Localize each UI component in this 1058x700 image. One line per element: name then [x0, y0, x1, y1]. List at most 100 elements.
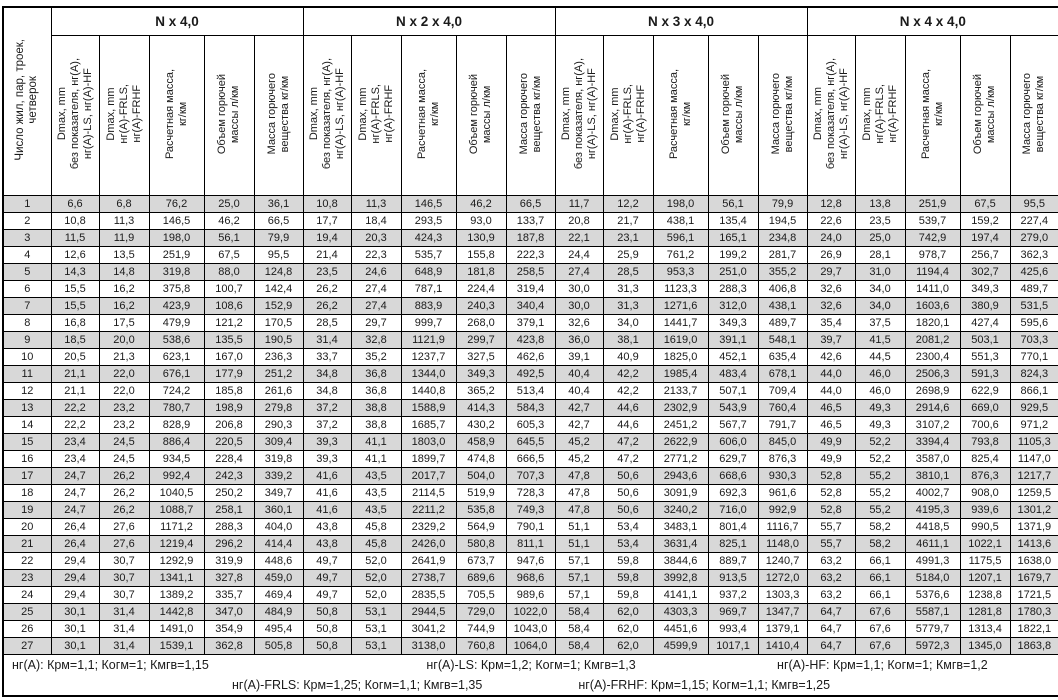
value-cell: 596,1 [652, 229, 709, 247]
value-cell: 1638,0 [1009, 552, 1058, 570]
value-cell: 12,6 [50, 246, 100, 264]
value-cell: 3091,9 [652, 484, 709, 502]
row-number: 21 [2, 535, 52, 553]
row-header-label: Число жил, пар, троек, четверок [14, 39, 40, 161]
column-header-label: Объем горючей массы л/км [720, 73, 746, 155]
value-cell: 495,4 [253, 620, 304, 638]
value-cell: 63,2 [806, 569, 856, 587]
value-cell: 23,5 [302, 263, 352, 281]
value-cell: 1371,9 [1009, 518, 1058, 536]
value-cell: 16,2 [98, 297, 150, 315]
value-cell: 52,8 [806, 501, 856, 519]
value-cell: 3631,4 [652, 535, 709, 553]
value-cell: 929,5 [1009, 399, 1058, 417]
value-cell: 146,5 [400, 195, 457, 213]
value-cell: 458,9 [455, 433, 507, 451]
value-cell: 668,6 [707, 467, 759, 485]
value-cell: 36,8 [350, 382, 402, 400]
value-cell: 279,0 [1009, 229, 1058, 247]
value-cell: 26,4 [50, 535, 100, 553]
coefficient-note: нг(А)-HF: Крм=1,1; Когм=1; Кмгв=1,2 [777, 658, 988, 672]
value-cell: 27,6 [98, 518, 150, 536]
column-header-label: Масса горючего вещества кг/км [769, 73, 795, 155]
value-cell: 51,1 [554, 535, 604, 553]
row-number: 15 [2, 433, 52, 451]
row-number: 17 [2, 467, 52, 485]
column-header-fuel-volume: Объем горючей массы л/км [203, 35, 255, 196]
value-cell: 2426,0 [400, 535, 457, 553]
value-cell: 55,2 [854, 467, 906, 485]
value-cell: 5972,3 [904, 637, 961, 655]
value-cell: 513,4 [505, 382, 556, 400]
table-row: 20 26,4 27,6 1171,2 288,3 404,0 43,8 45,8 2329,2… [2, 518, 1058, 536]
value-cell: 20,0 [98, 331, 150, 349]
value-cell: 34,8 [302, 382, 352, 400]
value-cell: 961,6 [757, 484, 808, 502]
value-cell: 18,5 [50, 331, 100, 349]
value-cell: 55,7 [806, 535, 856, 553]
value-cell: 17,7 [302, 212, 352, 230]
value-cell: 828,9 [148, 416, 205, 434]
value-cell: 258,5 [505, 263, 556, 281]
value-cell: 133,7 [505, 212, 556, 230]
value-cell: 535,8 [455, 501, 507, 519]
column-header-dmax-plain: Dmax, mm без показателя, нг(А), нг(А)-LS… [554, 35, 604, 196]
value-cell: 33,7 [302, 348, 352, 366]
table-row: 10 20,5 21,3 623,1 167,0 236,3 33,7 35,2 1237,7 3… [2, 348, 1058, 366]
value-cell: 1347,7 [757, 603, 808, 621]
value-cell: 42,7 [554, 416, 604, 434]
column-header-label: Объем горючей массы л/км [972, 73, 998, 155]
value-cell: 39,7 [806, 331, 856, 349]
coefficient-note: нг(А)-FRHF: Крм=1,15; Когм=1,1; Кмгв=1,2… [578, 678, 831, 692]
value-cell: 4599,9 [652, 637, 709, 655]
value-cell: 380,9 [959, 297, 1011, 315]
value-cell: 43,5 [350, 467, 402, 485]
value-cell: 448,6 [253, 552, 304, 570]
value-cell: 29,4 [50, 586, 100, 604]
value-cell: 250,2 [203, 484, 255, 502]
value-cell: 58,2 [854, 518, 906, 536]
value-cell: 1389,2 [148, 586, 205, 604]
value-cell: 2698,9 [904, 382, 961, 400]
value-cell: 1491,0 [148, 620, 205, 638]
group-title-nx3x4: N x 3 x 4,0 [554, 6, 808, 36]
value-cell: 425,6 [1009, 263, 1058, 281]
value-cell: 41,5 [854, 331, 906, 349]
value-cell: 2133,7 [652, 382, 709, 400]
value-cell: 32,6 [554, 314, 604, 332]
value-cell: 206,8 [203, 416, 255, 434]
value-cell: 489,7 [1009, 280, 1058, 298]
value-cell: 30,1 [50, 620, 100, 638]
table-row: 27 30,1 31,4 1539,1 362,8 505,8 50,8 53,1 3138,0… [2, 637, 1058, 655]
value-cell: 30,7 [98, 586, 150, 604]
value-cell: 22,0 [98, 382, 150, 400]
table-row: 3 11,5 11,9 198,0 56,1 79,9 19,4 20,3 424,3 130,9… [2, 229, 1058, 247]
value-cell: 2211,2 [400, 501, 457, 519]
value-cell: 13,5 [98, 246, 150, 264]
value-cell: 2641,9 [400, 552, 457, 570]
value-cell: 47,8 [554, 501, 604, 519]
value-cell: 281,7 [757, 246, 808, 264]
value-cell: 2329,2 [400, 518, 457, 536]
value-cell: 41,6 [302, 467, 352, 485]
row-number: 25 [2, 603, 52, 621]
value-cell: 66,5 [253, 212, 304, 230]
value-cell: 391,1 [707, 331, 759, 349]
value-cell: 645,5 [505, 433, 556, 451]
value-cell: 66,1 [854, 552, 906, 570]
value-cell: 335,7 [203, 586, 255, 604]
row-number: 5 [2, 263, 52, 281]
value-cell: 1219,4 [148, 535, 205, 553]
value-cell: 605,3 [505, 416, 556, 434]
value-cell: 46,2 [455, 195, 507, 213]
value-cell: 51,1 [554, 518, 604, 536]
value-cell: 1413,6 [1009, 535, 1058, 553]
row-number: 11 [2, 365, 52, 383]
value-cell: 3240,2 [652, 501, 709, 519]
value-cell: 108,6 [203, 297, 255, 315]
value-cell: 327,8 [203, 569, 255, 587]
value-cell: 37,2 [302, 399, 352, 417]
column-header-dmax-plain: Dmax, mm без показателя, нг(А), нг(А)-LS… [50, 35, 100, 196]
value-cell: 30,7 [98, 569, 150, 587]
value-cell: 689,6 [455, 569, 507, 587]
